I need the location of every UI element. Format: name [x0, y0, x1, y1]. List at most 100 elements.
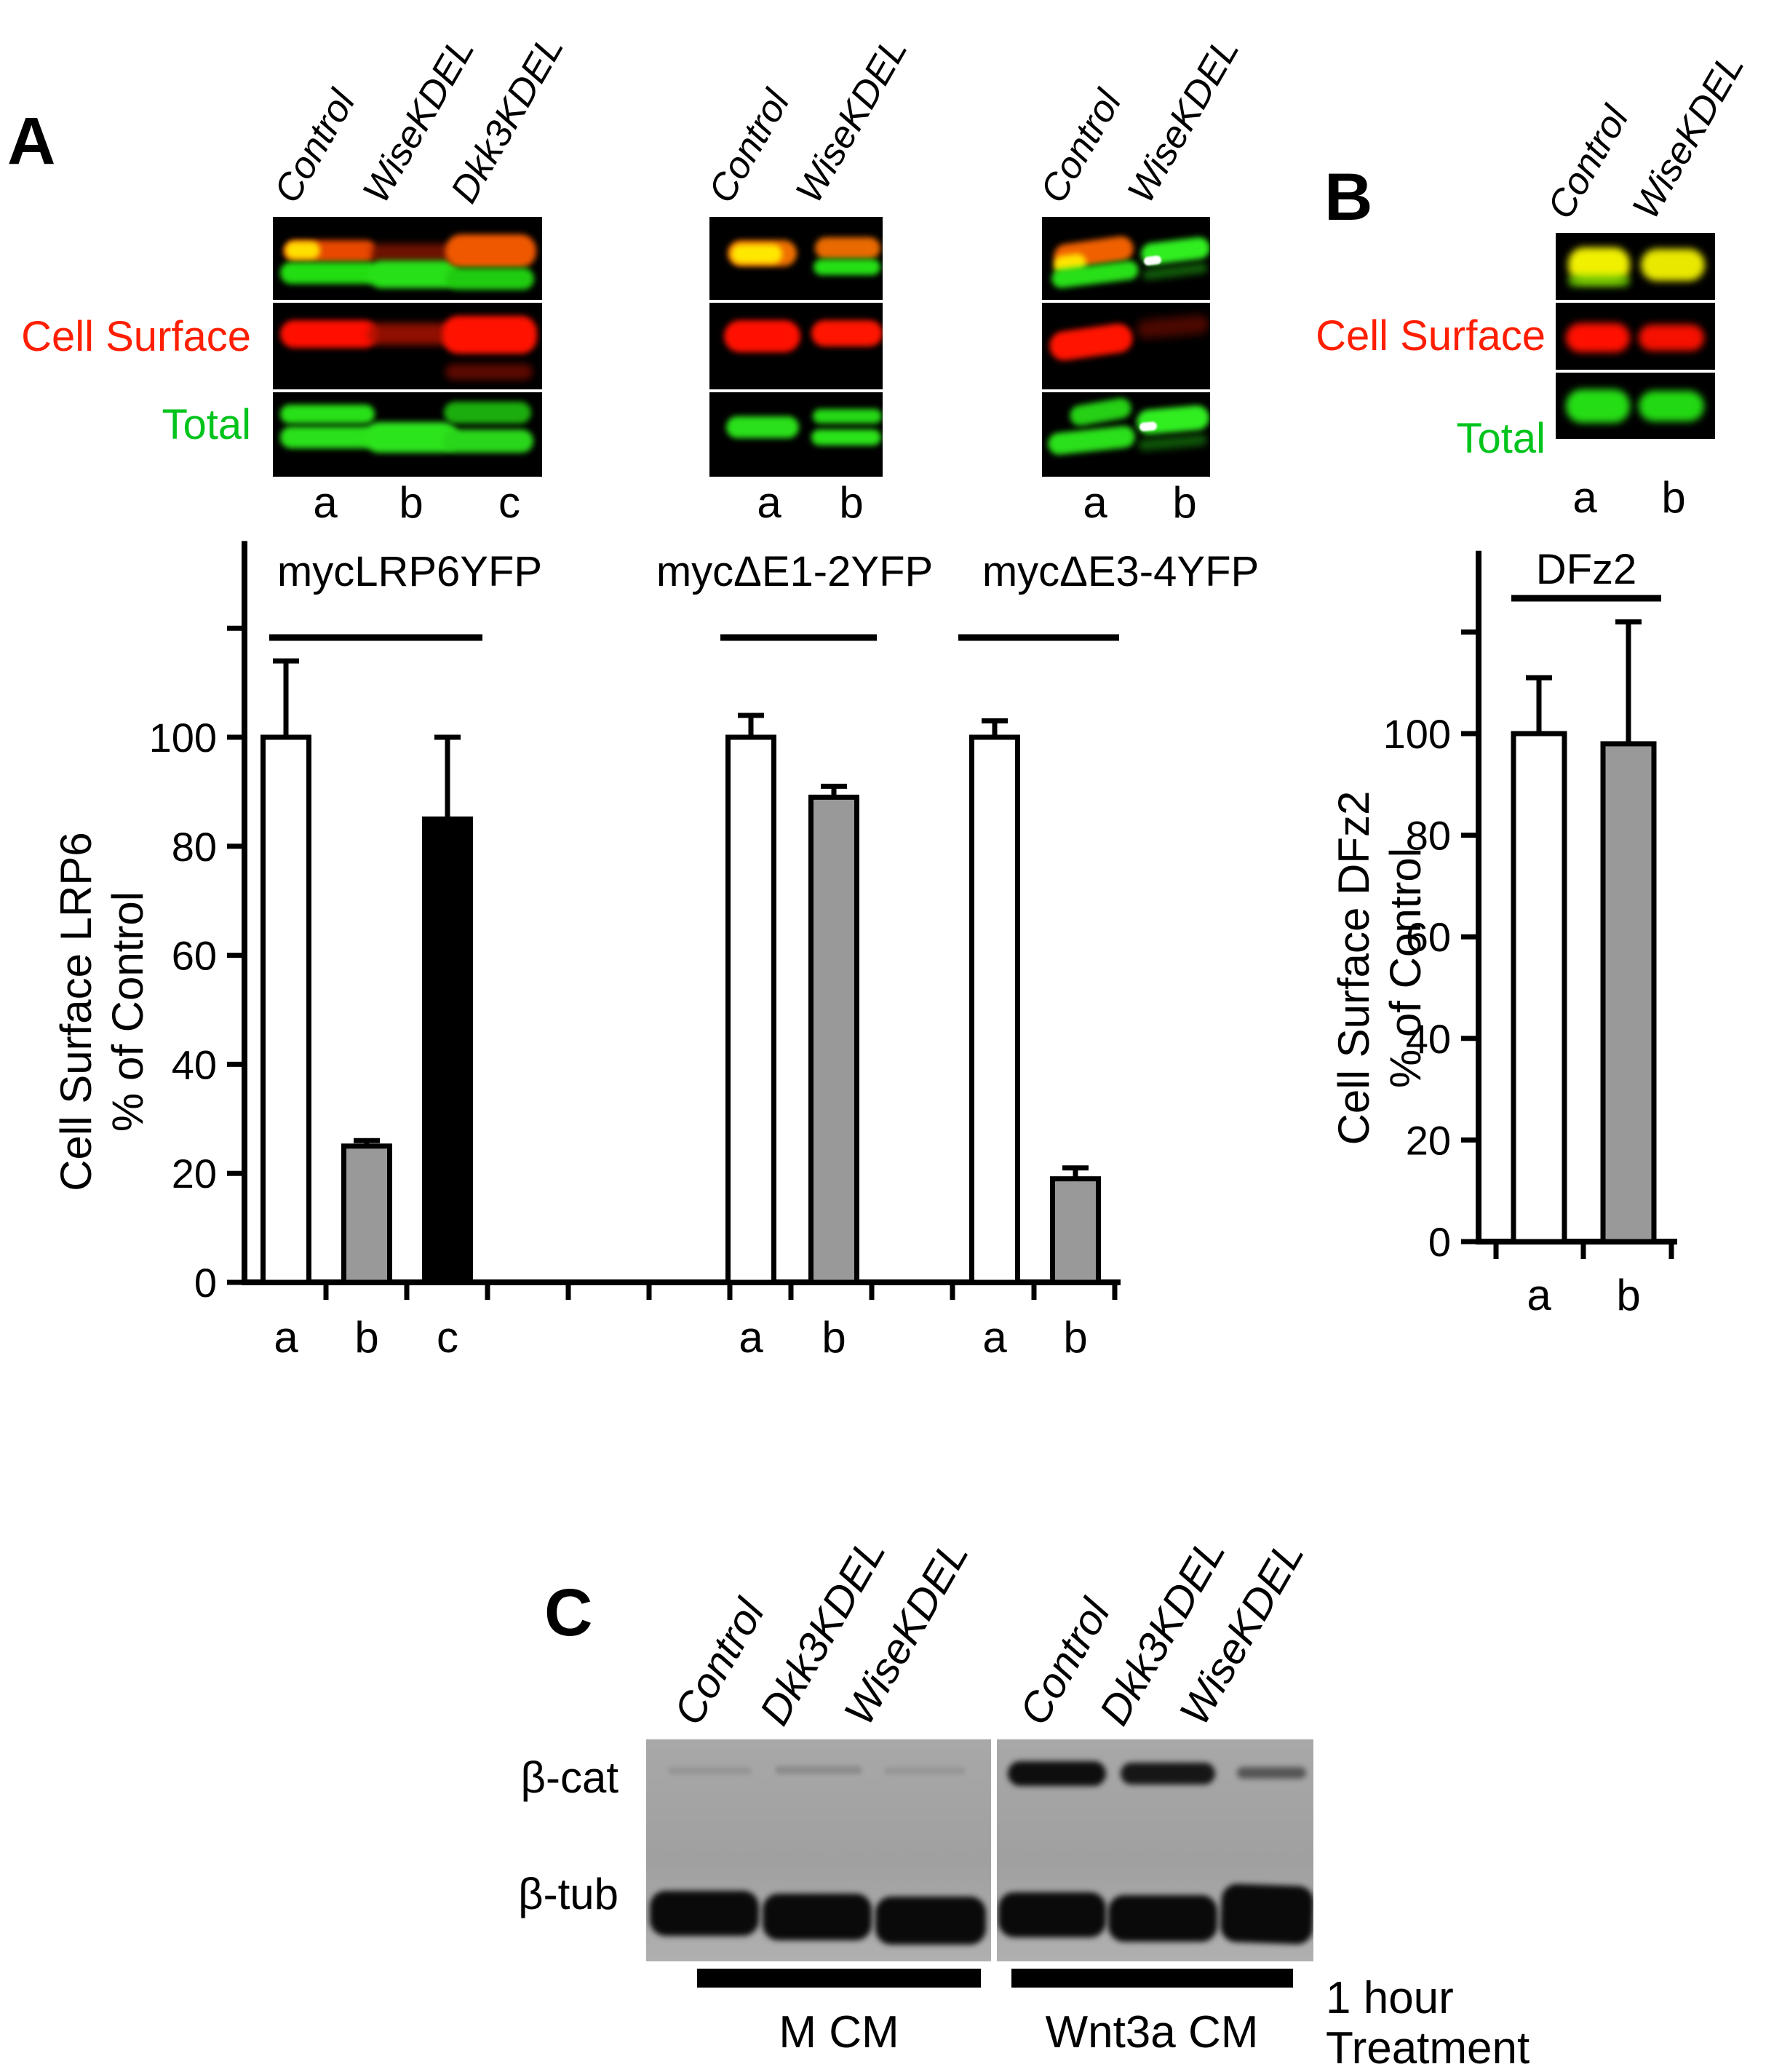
blot-band: [811, 320, 883, 346]
y-tick-label: 0: [1428, 1219, 1451, 1265]
blot-band: [367, 323, 455, 345]
blot-band: [442, 316, 537, 354]
bar: [725, 734, 776, 1285]
blot-band: [1008, 1761, 1106, 1786]
y-axis-label: % of Control: [1381, 848, 1430, 1088]
blot-band: [884, 1767, 966, 1774]
blot-band: [813, 409, 882, 424]
wnt3a-group-line: [1011, 1969, 1293, 1988]
x-category-label: b: [1063, 1313, 1087, 1362]
blot-cellsurface-lrp6: [273, 303, 542, 389]
bar: [260, 734, 311, 1285]
blot-band: [724, 320, 800, 352]
blot-band: [668, 1767, 752, 1774]
x-category-label: b: [354, 1313, 378, 1362]
x-category-label: a: [274, 1313, 298, 1362]
bar: [1511, 731, 1567, 1245]
treatment-note-line1: 1 hour: [1326, 1973, 1454, 2023]
blot-band: [445, 268, 534, 290]
y-tick-label: 20: [172, 1151, 217, 1196]
beta-cat-label: β-cat: [520, 1753, 618, 1802]
mcm-label: M CM: [779, 2007, 899, 2057]
blot-band: [811, 429, 881, 445]
blot-merged-lrp6: [273, 217, 542, 300]
blot-band: [371, 244, 455, 263]
y-tick-label: 0: [194, 1260, 217, 1306]
y-tick-label: 20: [1406, 1117, 1451, 1163]
bar: [1050, 1176, 1101, 1285]
blot-band: [998, 1892, 1106, 1937]
blot-cellsurface-de34: [1042, 303, 1210, 389]
y-axis-label: Cell Surface LRP6: [52, 832, 100, 1191]
x-category-label: a: [982, 1313, 1007, 1362]
x-category-label: a: [1527, 1271, 1551, 1319]
x-category-label: a: [739, 1313, 763, 1362]
blot-band: [1121, 1763, 1215, 1785]
bar: [808, 794, 859, 1285]
treatment-note-line2: Treatment: [1326, 2023, 1530, 2072]
blot-total-de34: [1042, 392, 1210, 477]
bar: [422, 816, 473, 1285]
blot-band: [1237, 1767, 1306, 1779]
blot-merged-de34: [1042, 217, 1210, 300]
panel-a-letter: A: [7, 104, 56, 178]
blot-band: [445, 234, 536, 268]
blot-seam: [991, 1739, 997, 1961]
blot-band: [875, 1897, 986, 1945]
group-caption: mycΔE1-2YFP: [656, 548, 933, 595]
blot-cellsurface-dfz2: [1556, 303, 1715, 370]
wnt3a-label: Wnt3a CM: [1045, 2007, 1259, 2057]
blot-lane-letter: c: [498, 478, 520, 527]
blot-band: [1568, 275, 1630, 287]
bar-chart-1: DFz2 0 20 40 60 80 100 a b Cell Surface DFz2% of …: [1329, 546, 1677, 1319]
x-category-label: b: [1616, 1271, 1640, 1319]
blot-cellsurface-de12: [709, 303, 883, 389]
panel-b-letter: B: [1324, 160, 1373, 234]
blot-band: [367, 261, 458, 288]
blot-total-lrp6: [273, 392, 542, 477]
bar: [341, 1143, 392, 1285]
beta-tub-label: β-tub: [518, 1870, 618, 1918]
blot-band: [280, 405, 375, 424]
blot-band: [445, 364, 533, 380]
blot-band: [775, 1766, 862, 1774]
mcm-group-line: [697, 1969, 981, 1988]
group-caption: DFz2: [1536, 546, 1637, 593]
y-tick-label: 80: [172, 824, 217, 870]
blot-lane-letter: a: [1083, 478, 1107, 527]
x-category-label: b: [822, 1313, 846, 1362]
blot-lane-letter: a: [1572, 473, 1597, 522]
blot-band: [1639, 391, 1704, 421]
total-label-a: Total: [162, 401, 251, 448]
y-tick-label: 60: [1406, 914, 1451, 960]
bar-chart-0: mycLRP6YFP mycΔE1-2YFP mycΔE3-4YFP 0 20 40 60 8…: [52, 541, 1259, 1362]
blot-merged-dfz2: [1556, 233, 1715, 300]
y-axis-label: % of Control: [103, 892, 152, 1132]
blot-total-dfz2: [1556, 373, 1715, 439]
blot-band: [763, 1894, 872, 1940]
blot-band: [731, 245, 782, 263]
group-caption: mycΔE3-4YFP: [982, 548, 1259, 595]
y-tick-label: 100: [149, 715, 217, 761]
blot-band: [285, 242, 320, 259]
blot-band: [726, 416, 799, 438]
y-tick-label: 100: [1383, 711, 1451, 757]
total-label-b: Total: [1456, 415, 1546, 462]
blot-lane-letter: b: [1661, 473, 1686, 522]
blot-band: [1108, 1895, 1217, 1942]
blot-band: [442, 429, 533, 453]
x-category-label: c: [437, 1313, 458, 1362]
blot-total-de12: [709, 392, 883, 477]
blot-band: [280, 262, 378, 284]
blot-band: [1566, 389, 1630, 423]
y-tick-label: 40: [1406, 1016, 1451, 1062]
bar: [969, 734, 1020, 1285]
blot-lane-letter: b: [399, 478, 423, 527]
y-tick-label: 60: [172, 933, 217, 979]
panel-c-letter: C: [544, 1576, 593, 1650]
blot-band: [1641, 249, 1705, 281]
cell-surface-label-b: Cell Surface: [1316, 312, 1546, 360]
blot-band: [280, 426, 375, 448]
